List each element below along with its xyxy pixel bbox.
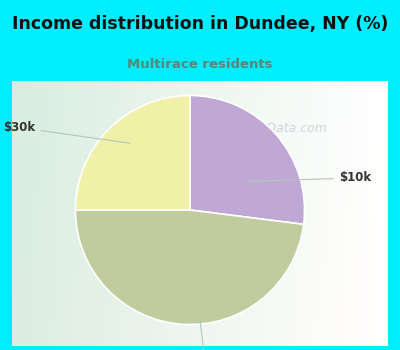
Wedge shape — [190, 96, 304, 224]
Text: Income distribution in Dundee, NY (%): Income distribution in Dundee, NY (%) — [12, 15, 388, 33]
Wedge shape — [76, 96, 190, 210]
Text: Multirace residents: Multirace residents — [127, 58, 273, 71]
Text: City-Data.com: City-Data.com — [238, 122, 327, 135]
Text: $10k: $10k — [250, 172, 371, 184]
Text: $20k: $20k — [191, 316, 223, 350]
Text: $30k: $30k — [3, 121, 130, 143]
Wedge shape — [76, 210, 304, 324]
